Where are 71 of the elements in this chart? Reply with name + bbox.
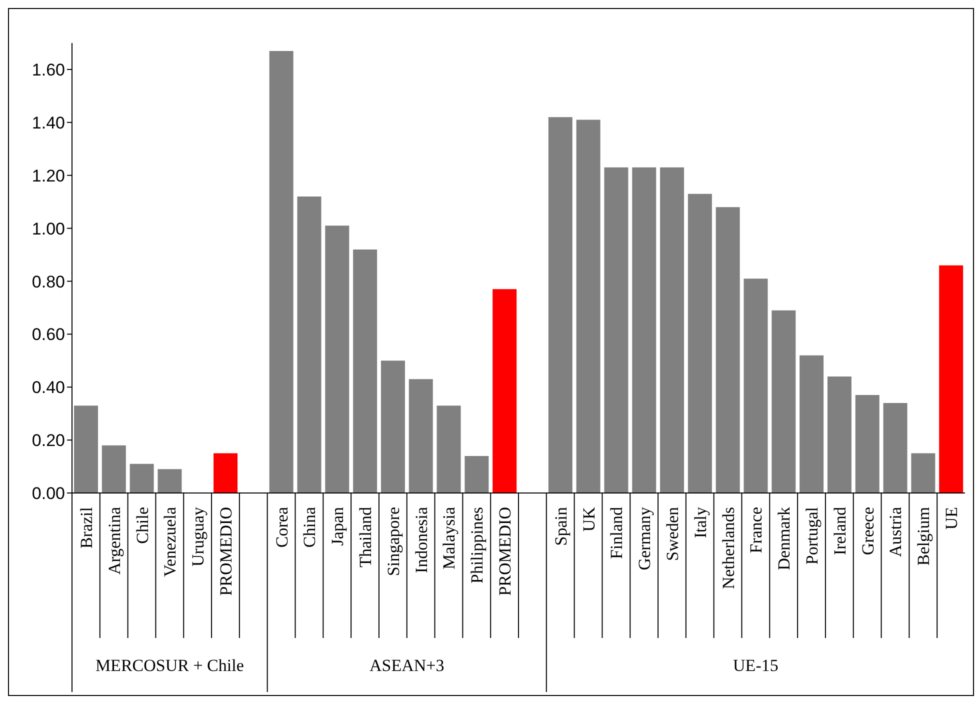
y-tick-label: 1.40 bbox=[32, 113, 65, 132]
x-tick-label: Denmark bbox=[774, 506, 794, 570]
x-tick-label: PROMEDIO bbox=[496, 507, 515, 596]
y-tick-label: 0.40 bbox=[32, 378, 65, 398]
y-tick-label: 0.60 bbox=[32, 325, 65, 344]
bar bbox=[632, 167, 656, 493]
x-tick-label: Brazil bbox=[76, 506, 96, 549]
y-tick-label: 1.60 bbox=[32, 60, 65, 80]
x-tick-label: Chile bbox=[132, 507, 152, 544]
y-tick-label: 0.20 bbox=[32, 431, 65, 450]
x-tick-label: Germany bbox=[635, 506, 654, 570]
bar bbox=[380, 360, 405, 493]
bar bbox=[102, 445, 126, 493]
x-tick-label: Corea bbox=[272, 506, 292, 548]
x-tick-label: Finland bbox=[607, 506, 626, 559]
text: ASEAN+3 bbox=[369, 656, 444, 675]
bar bbox=[325, 226, 350, 493]
x-tick-label: Venezuela bbox=[160, 506, 180, 577]
bar bbox=[436, 406, 461, 493]
bar bbox=[297, 196, 322, 493]
bar bbox=[883, 403, 908, 493]
bar bbox=[158, 469, 182, 493]
bar bbox=[492, 289, 517, 493]
x-tick-label: Argentina bbox=[104, 506, 124, 575]
bar bbox=[269, 50, 294, 493]
bar bbox=[855, 395, 880, 493]
bar bbox=[716, 207, 740, 493]
x-tick-label: Spain bbox=[551, 506, 570, 546]
x-tick-label: Belgium bbox=[914, 507, 934, 566]
bar bbox=[800, 355, 824, 493]
bar bbox=[408, 379, 433, 493]
bar bbox=[911, 453, 936, 493]
y-tick-label: 0.00 bbox=[32, 484, 65, 504]
x-tick-label: UE bbox=[942, 507, 962, 530]
bar bbox=[939, 265, 964, 493]
x-tick-label: Portugal bbox=[802, 506, 822, 565]
bar bbox=[827, 376, 852, 493]
bar bbox=[660, 167, 684, 493]
x-tick-label: PROMEDIO bbox=[216, 507, 236, 596]
bar bbox=[772, 310, 796, 493]
x-tick-label: Uruguay bbox=[188, 506, 208, 566]
x-tick-label: Japan bbox=[328, 506, 348, 546]
x-tick-label: Sweden bbox=[662, 506, 682, 561]
x-tick-label: UK bbox=[579, 506, 598, 532]
x-tick-label: Ireland bbox=[830, 506, 850, 556]
y-tick-label: 0.80 bbox=[32, 272, 65, 292]
x-tick-label: Italy bbox=[690, 506, 710, 538]
text: UE-15 bbox=[733, 656, 778, 675]
bar bbox=[604, 167, 628, 493]
x-tick-label: Malaysia bbox=[440, 506, 459, 570]
bar bbox=[464, 456, 489, 493]
x-tick-label: Austria bbox=[886, 506, 906, 558]
bar bbox=[688, 194, 712, 493]
bar bbox=[74, 406, 98, 493]
y-tick-label: 1.00 bbox=[32, 219, 65, 238]
text: MERCOSUR + Chile bbox=[95, 656, 244, 675]
bar bbox=[214, 453, 238, 493]
y-tick-label: 1.20 bbox=[32, 166, 65, 186]
x-tick-label: Greece bbox=[858, 507, 878, 556]
x-tick-label: Philippines bbox=[468, 507, 487, 584]
bar bbox=[744, 278, 768, 493]
x-tick-label: Indonesia bbox=[412, 506, 431, 574]
x-tick-label: Netherlands bbox=[718, 507, 738, 590]
bar bbox=[353, 249, 378, 493]
bar bbox=[576, 120, 600, 493]
bar bbox=[130, 464, 154, 493]
x-tick-label: China bbox=[300, 506, 320, 548]
x-tick-label: France bbox=[746, 507, 766, 554]
x-tick-label: Singapore bbox=[384, 507, 403, 576]
x-tick-label: Thailand bbox=[356, 506, 376, 568]
bar bbox=[548, 117, 572, 493]
